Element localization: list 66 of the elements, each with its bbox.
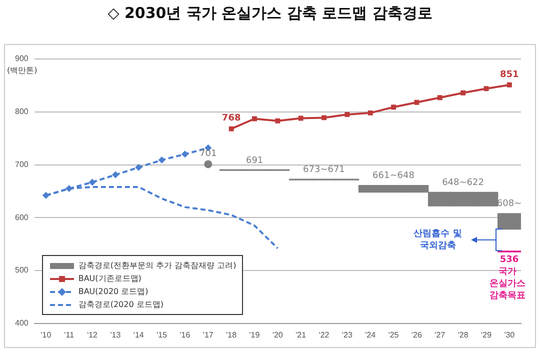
point — [460, 90, 466, 96]
x-tick-label: '14 — [133, 330, 144, 340]
point — [437, 95, 442, 100]
annotation: 673~671 — [303, 164, 345, 176]
x-tick-label: '21 — [296, 330, 307, 340]
point — [275, 118, 280, 124]
point — [66, 185, 73, 192]
x-tick-label: '19 — [249, 330, 260, 340]
point — [391, 104, 396, 110]
x-tick-label: '18 — [226, 330, 238, 340]
point — [204, 160, 212, 168]
data-label: 701 — [200, 149, 217, 160]
x-tick-label: '17 — [202, 330, 214, 340]
legend-label: 감축경로(전환부문의 추가 감축잠재량 고려) — [78, 260, 236, 272]
y-tick-label: 900 — [14, 54, 29, 64]
chart-title: ◇ 2030년 국가 온실가스 감축 로드맵 감축경로 — [106, 4, 434, 23]
point — [322, 115, 326, 120]
x-tick-label: '16 — [180, 330, 191, 340]
annotation: 661~648 — [372, 170, 414, 182]
x-tick-label: '26 — [412, 330, 422, 340]
y-tick-label: 500 — [14, 266, 29, 275]
y-tick-label: 800 — [14, 107, 29, 116]
x-tick-label: '20 — [272, 330, 284, 340]
x-tick-label: '13 — [110, 330, 122, 340]
x-tick-label: '15 — [156, 330, 168, 340]
x-tick-label: '23 — [342, 330, 353, 340]
annotation: 국가 온실가스 감축목표 — [488, 266, 526, 302]
bar — [497, 213, 521, 230]
point — [135, 164, 142, 171]
x-tick-label: '30 — [504, 330, 516, 340]
point — [252, 116, 257, 122]
x-tick-label: '22 — [318, 330, 330, 340]
point — [112, 171, 119, 178]
point — [298, 116, 304, 121]
legend-label: 감축경로(2020 로드맵) — [78, 299, 164, 310]
point — [158, 156, 166, 164]
y-tick-label: 700 — [14, 160, 29, 169]
annotation: 536 — [500, 254, 519, 266]
point — [181, 150, 188, 158]
x-tick-label: '11 — [64, 330, 75, 340]
x-tick-label: '29 — [481, 330, 492, 340]
point — [414, 100, 420, 105]
x-tick-label: '24 — [365, 330, 376, 340]
x-tick-label: '25 — [388, 330, 400, 340]
point — [344, 112, 350, 117]
annotation: 산림흡수 및 국외감축 — [412, 228, 463, 252]
y-tick-label: 400 — [14, 318, 29, 328]
y-tick-label: 600 — [14, 212, 29, 222]
x-tick-label: '27 — [434, 330, 446, 340]
point — [506, 82, 512, 88]
x-tick-label: '28 — [458, 330, 469, 340]
data-label: 851 — [500, 70, 519, 80]
annotation: 648~622 — [442, 177, 484, 190]
annotation: 691 — [246, 154, 264, 167]
point — [42, 192, 50, 199]
y-axis-title: (백만톤) — [7, 65, 38, 76]
data-label: 768 — [222, 114, 241, 124]
point — [88, 178, 96, 186]
legend-label: BAU(2020 로드맵) — [78, 286, 148, 298]
annotation: 608~ — [496, 198, 522, 210]
legend-label: BAU(기존로드맵) — [78, 273, 142, 284]
point — [484, 86, 489, 92]
point — [228, 126, 234, 132]
point — [368, 110, 373, 116]
x-tick-label: '12 — [87, 330, 98, 340]
x-tick-label: '10 — [40, 330, 52, 340]
